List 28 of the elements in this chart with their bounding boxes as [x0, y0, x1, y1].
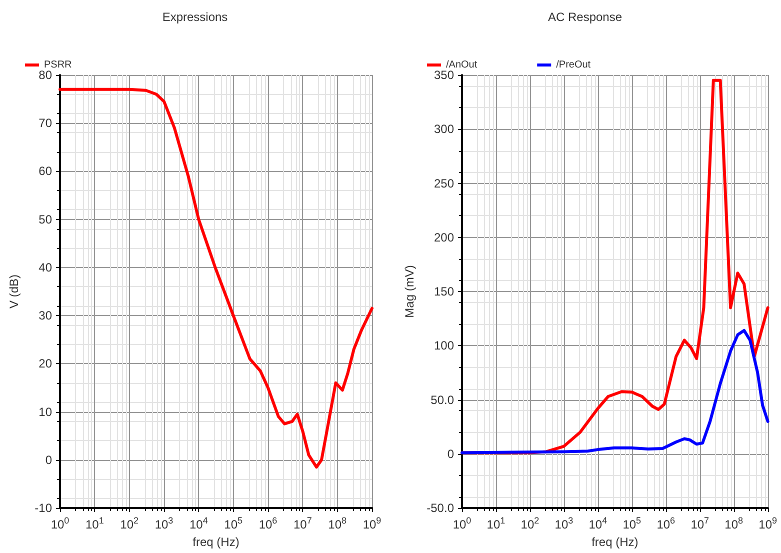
y-tick-label: -10 [34, 501, 52, 515]
y-tick-label: 250 [434, 176, 454, 190]
y-tick-label: 150 [434, 284, 454, 298]
y-tick-label: 0 [45, 452, 52, 467]
y-tick-label: 40 [38, 260, 52, 274]
legend-label: /PreOut [556, 60, 591, 70]
y-tick-label: 60 [38, 164, 52, 178]
y-tick-label: 30 [38, 308, 52, 323]
x-axis-title: freq (Hz) [592, 535, 638, 549]
y-tick-label: 350 [434, 68, 454, 82]
y-tick-label: 50 [38, 212, 52, 226]
y-tick-label: 80 [38, 68, 52, 82]
legend-label: PSRR [44, 60, 72, 70]
y-tick-label: 50.0 [430, 392, 454, 407]
y-tick-label: 300 [434, 122, 454, 136]
y-tick-label: 70 [38, 116, 52, 130]
y-tick-label: 10 [38, 404, 52, 419]
y-tick-label: 200 [434, 230, 454, 244]
x-axis-title: freq (Hz) [192, 535, 240, 549]
chart-title: Expressions [162, 10, 228, 24]
y-axis-title: V (dB) [7, 274, 21, 309]
y-tick-label: -50.0 [426, 501, 454, 515]
y-tick-label: 20 [38, 356, 52, 371]
y-axis-title: Mag (mV) [402, 265, 417, 318]
legend-label: /AnOut [446, 60, 478, 70]
chart-title: AC Response [548, 10, 622, 24]
y-tick-label: 0 [447, 446, 454, 461]
y-tick-label: 100 [434, 338, 454, 353]
